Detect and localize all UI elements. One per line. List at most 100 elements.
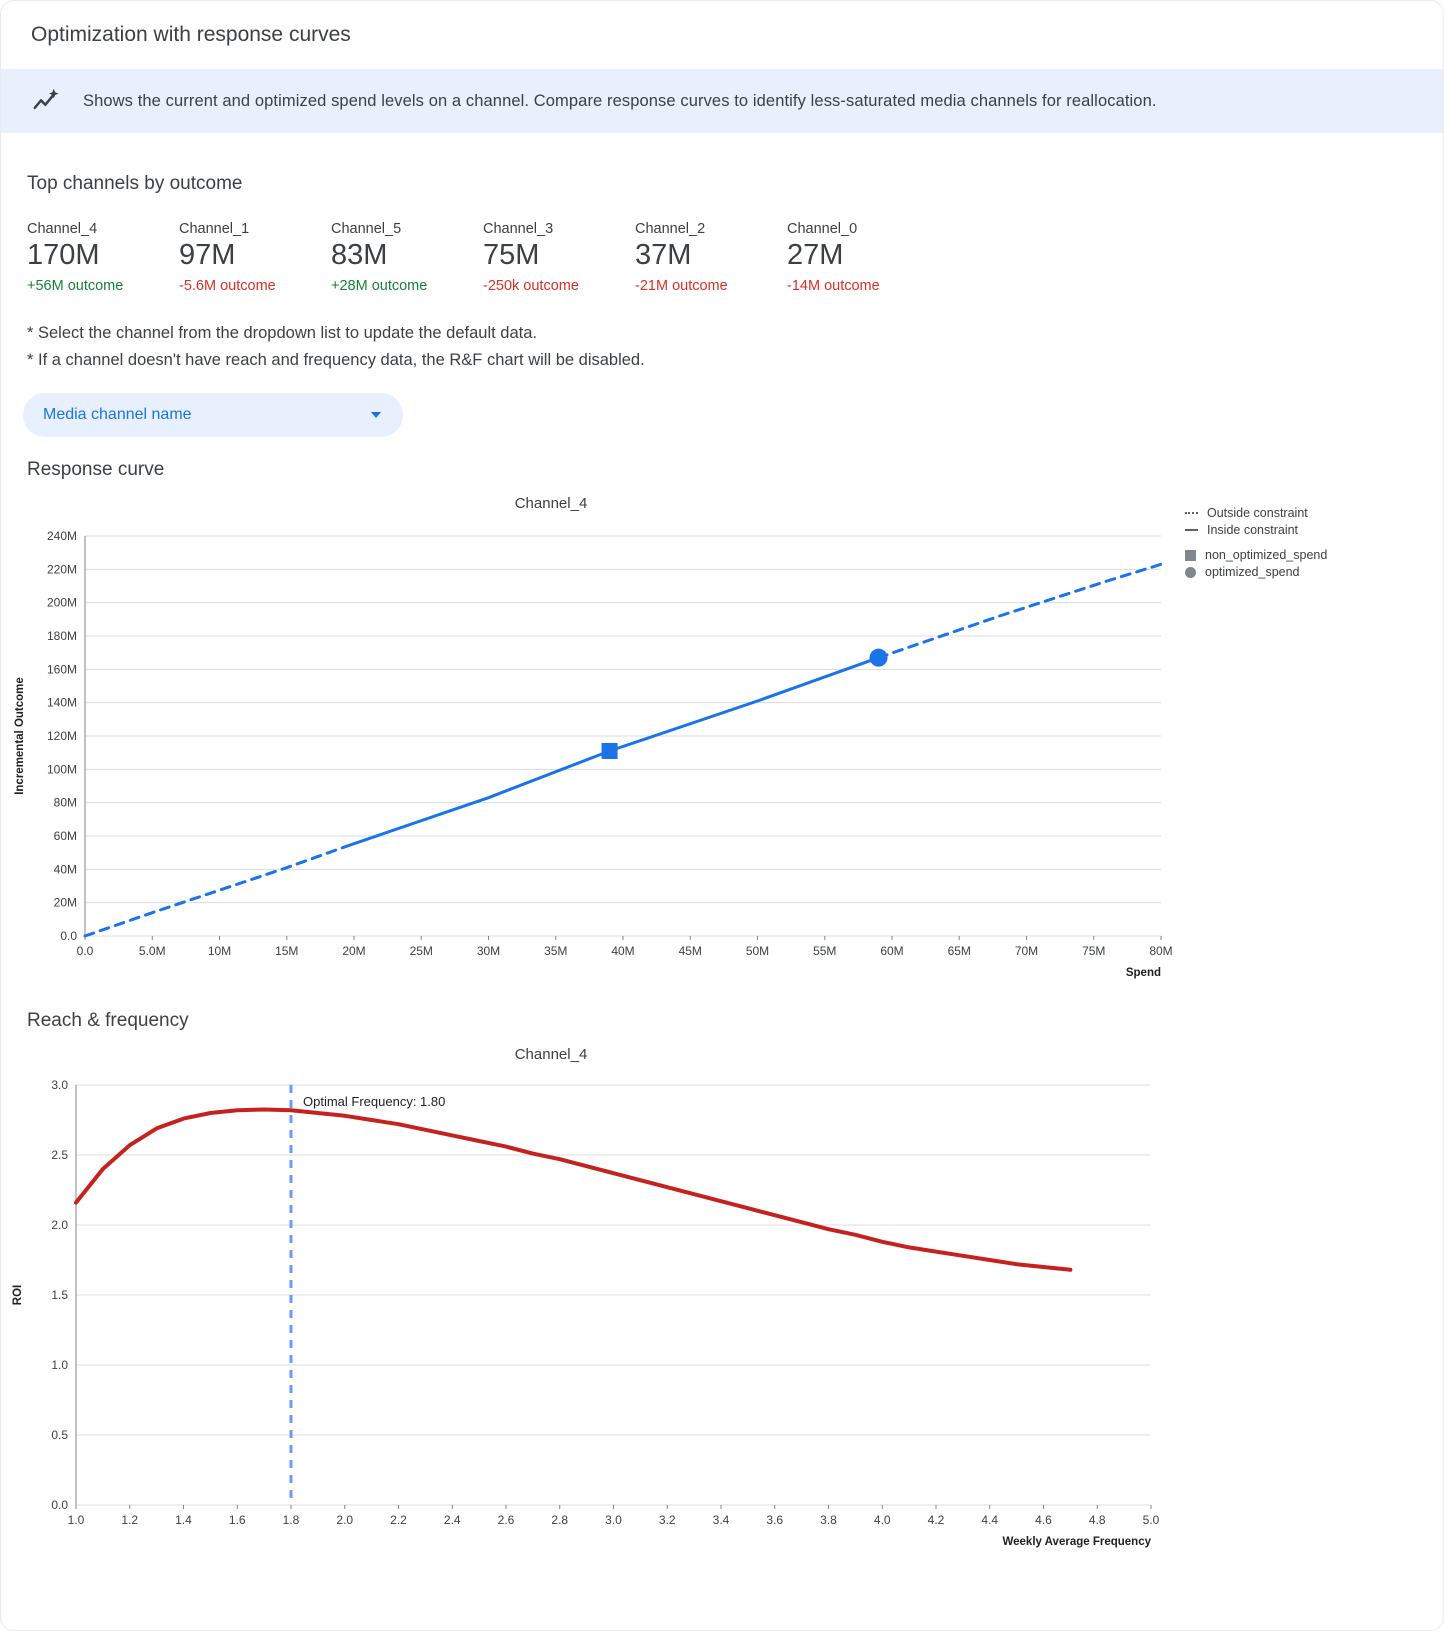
x-tick-label: 4.4 [981, 1513, 998, 1527]
series-line [83, 844, 349, 938]
y-tick-label: 60M [54, 829, 77, 843]
trending-up-sparkle-icon [31, 86, 61, 116]
channel-name: Channel_4 [27, 221, 98, 237]
insight-banner: Shows the current and optimized spend le… [1, 69, 1443, 133]
solid-line-icon [1185, 529, 1198, 532]
x-tick-label: 15M [275, 944, 298, 958]
y-tick-label: 1.0 [51, 1358, 68, 1372]
y-tick-label: 40M [54, 862, 77, 876]
y-tick-label: 0.5 [51, 1428, 68, 1442]
x-tick-label: 1.6 [229, 1513, 246, 1527]
channel-stat-card: Channel_2 37M -21M outcome [635, 221, 787, 294]
x-tick-label: 4.8 [1089, 1513, 1106, 1527]
y-axis-title: ROI [12, 1285, 24, 1305]
media-channel-select[interactable]: Media channel name [23, 393, 403, 438]
y-tick-label: 180M [47, 629, 77, 643]
y-tick-label: 2.0 [51, 1218, 68, 1232]
y-tick-label: 200M [47, 596, 77, 610]
note-item: * Select the channel from the dropdown l… [27, 324, 538, 343]
insight-text: Shows the current and optimized spend le… [83, 91, 1157, 110]
x-tick-label: 5.0 [1143, 1513, 1160, 1527]
x-tick-label: 3.8 [820, 1513, 837, 1527]
x-tick-label: 35M [544, 944, 567, 958]
legend-label: non_optimized_spend [1205, 548, 1328, 563]
channel-name: Channel_1 [179, 221, 250, 237]
legend-label: optimized_spend [1205, 565, 1300, 580]
channel-outcome-value: 37M [635, 239, 692, 271]
legend-item-non-optimized-spend[interactable]: non_optimized_spend [1185, 547, 1435, 563]
x-tick-label: 65M [948, 944, 971, 958]
response-curve-chart: Channel_4 0.0 20M 40M 60M 80M 100M 120M 140M 160… [1, 495, 1443, 982]
y-axis-title: Incremental Outcome [14, 677, 26, 795]
channel-stat-card: Channel_0 27M -14M outcome [787, 221, 939, 294]
channel-outcome-value: 75M [483, 239, 540, 271]
x-tick-label: 4.2 [928, 1513, 945, 1527]
legend-label: Outside constraint [1207, 506, 1308, 521]
x-tick-label: 80M [1149, 944, 1172, 958]
top-channels-title: Top channels by outcome [27, 173, 243, 194]
x-tick-label: 2.2 [390, 1513, 407, 1527]
y-tick-label: 140M [47, 696, 77, 710]
response-curve-chart-title: Channel_4 [514, 495, 588, 513]
x-tick-label: 1.8 [283, 1513, 300, 1527]
x-tick-label: 1.4 [175, 1513, 192, 1527]
response-curve-plot: 0.0 20M 40M 60M 80M 100M 120M 140M 160M 180M 200M 2… [14, 529, 1173, 979]
response-curve-legend: Outside constraint Inside constraint non… [1185, 505, 1435, 581]
chevron-down-icon [371, 412, 381, 419]
channel-outcome-delta: -14M outcome [787, 278, 880, 295]
y-tick-label: 0.0 [60, 929, 77, 943]
x-tick-label: 4.6 [1035, 1513, 1052, 1527]
x-tick-label: 1.2 [121, 1513, 138, 1527]
channel-outcome-value: 97M [179, 239, 236, 271]
x-tick-label: 5.0M [139, 944, 166, 958]
channel-outcome-delta: -250k outcome [483, 278, 579, 295]
marker-non_optimized_spend[interactable] [601, 743, 618, 760]
x-tick-label: 3.6 [766, 1513, 783, 1527]
x-tick-label: 40M [611, 944, 634, 958]
legend-item-outside-constraint[interactable]: Outside constraint [1185, 505, 1435, 521]
y-tick-label: 220M [47, 562, 77, 576]
channel-outcome-delta: +28M outcome [331, 278, 428, 295]
y-tick-label: 160M [47, 662, 77, 676]
y-tick-label: 3.0 [51, 1078, 68, 1092]
series-line [74, 1107, 1073, 1272]
x-tick-label: 0.0 [77, 944, 94, 958]
y-tick-label: 0.0 [51, 1498, 68, 1512]
channel-name: Channel_0 [787, 221, 858, 237]
x-tick-label: 3.2 [659, 1513, 676, 1527]
y-tick-label: 240M [47, 529, 77, 543]
notes-list: * Select the channel from the dropdown l… [1, 320, 1443, 373]
legend-item-inside-constraint[interactable]: Inside constraint [1185, 522, 1435, 538]
channel-outcome-value: 170M [27, 239, 100, 271]
series-line [877, 562, 1163, 660]
x-tick-label: 2.6 [498, 1513, 515, 1527]
marker-optimized_spend[interactable] [869, 648, 888, 667]
reach-frequency-section-title: Reach & frequency [27, 1010, 189, 1032]
y-tick-label: 80M [54, 796, 77, 810]
channel-outcome-delta: +56M outcome [27, 278, 124, 295]
channel-stat-card: Channel_3 75M -250k outcome [483, 221, 635, 294]
x-tick-label: 30M [477, 944, 500, 958]
y-tick-label: 2.5 [51, 1148, 68, 1162]
note-item: * If a channel doesn't have reach and fr… [27, 350, 645, 369]
channel-outcome-delta: -21M outcome [635, 278, 728, 295]
x-tick-label: 3.4 [713, 1513, 730, 1527]
x-tick-label: 60M [880, 944, 903, 958]
square-marker-icon [1185, 549, 1196, 561]
x-tick-label: 3.0 [605, 1513, 622, 1527]
chart-annotation: Optimal Frequency: 1.80 [303, 1094, 445, 1109]
x-tick-label: 50M [746, 944, 769, 958]
y-tick-label: 1.5 [51, 1288, 68, 1302]
x-tick-label: 2.4 [444, 1513, 461, 1527]
x-tick-label: 10M [208, 944, 231, 958]
channel-name: Channel_2 [635, 221, 706, 237]
y-tick-label: 100M [47, 762, 77, 776]
legend-item-optimized-spend[interactable]: optimized_spend [1185, 564, 1435, 580]
x-tick-label: 55M [813, 944, 836, 958]
top-channels-list: Channel_4 170M +56M outcome Channel_1 97… [1, 221, 1443, 294]
x-tick-label: 4.0 [874, 1513, 891, 1527]
channel-name: Channel_5 [331, 221, 402, 237]
x-tick-label: 45M [679, 944, 702, 958]
x-tick-label: 25M [410, 944, 433, 958]
